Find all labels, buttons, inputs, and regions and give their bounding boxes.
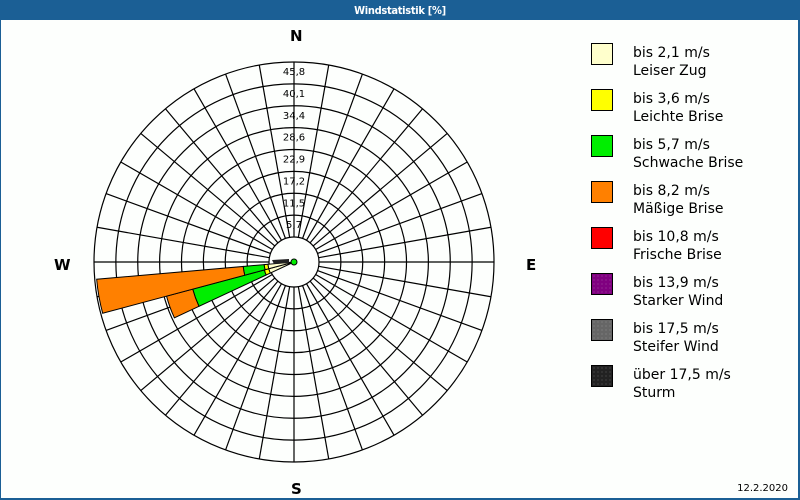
grid-spoke <box>120 273 273 363</box>
legend-swatch-icon <box>591 319 613 341</box>
legend-swatch-icon <box>591 365 613 387</box>
legend-label: Steifer Wind <box>633 339 719 355</box>
legend-label: Mäßige Brise <box>633 201 724 217</box>
grid-spoke <box>140 132 276 247</box>
ring-label: 34,4 <box>283 111 305 122</box>
compass-north-label: N <box>290 27 303 45</box>
legend-item-leiser-zug: bis 2,1 m/s Leiser Zug <box>591 43 791 83</box>
legend-swatch-icon <box>591 181 613 203</box>
grid-spoke <box>305 88 395 241</box>
grid-spoke <box>258 286 291 460</box>
legend-item-leichte-brise: bis 3,6 m/s Leichte Brise <box>591 89 791 129</box>
grid-spoke <box>164 108 279 244</box>
legend-label: Sturm <box>633 385 676 401</box>
grid-spoke <box>140 277 276 392</box>
grid-spoke <box>297 286 330 460</box>
compass-west-label: W <box>54 256 71 274</box>
legend-label: Frische Brise <box>633 247 722 263</box>
grid-spoke <box>309 108 424 244</box>
legend-item-frische-brise: bis 10,8 m/s Frische Brise <box>591 227 791 267</box>
ring-label: 5,7 <box>286 220 302 231</box>
grid-spoke <box>317 193 483 255</box>
legend-label: Leichte Brise <box>633 109 724 125</box>
wind-rose-chart: 5,7 11,5 17,2 22,9 28,6 34,4 40,1 45,8 <box>93 61 495 463</box>
legend-range: bis 2,1 m/s <box>633 45 710 61</box>
grid-spoke <box>317 269 483 331</box>
grid-spoke <box>258 64 291 238</box>
ring-label: 17,2 <box>283 176 305 187</box>
grid-spoke <box>301 285 363 451</box>
grid-spoke <box>315 161 468 251</box>
window-title: Windstatistik [%] <box>354 4 446 17</box>
legend-range: bis 3,6 m/s <box>633 91 710 107</box>
legend-range: bis 5,7 m/s <box>633 137 710 153</box>
legend-label: Leiser Zug <box>633 63 707 79</box>
grid-spoke <box>305 283 395 436</box>
grid-spoke <box>193 283 283 436</box>
center-marker-icon <box>290 258 298 266</box>
grid-spoke <box>312 132 448 247</box>
legend-item-starker-wind: bis 13,9 m/s Starker Wind <box>591 273 791 313</box>
ring-label: 22,9 <box>283 155 305 166</box>
legend-item-sturm: über 17,5 m/s Sturm <box>591 365 791 405</box>
grid-spoke <box>105 193 271 255</box>
legend-item-schwache-brise: bis 5,7 m/s Schwache Brise <box>591 135 791 175</box>
legend-label: Schwache Brise <box>633 155 744 171</box>
grid-spoke <box>120 161 273 251</box>
grid-spoke <box>193 88 283 241</box>
date-label: 12.2.2020 <box>737 483 788 494</box>
legend-range: bis 17,5 m/s <box>633 321 719 337</box>
grid-spoke <box>318 265 492 298</box>
ring-label: 40,1 <box>283 89 305 100</box>
grid-spoke <box>297 64 330 238</box>
legend-item-steifer-wind: bis 17,5 m/s Steifer Wind <box>591 319 791 359</box>
compass-south-label: S <box>291 480 302 498</box>
grid-spoke <box>309 280 424 416</box>
legend-range: bis 8,2 m/s <box>633 183 710 199</box>
petal-segment <box>96 265 246 314</box>
grid-spoke <box>96 226 270 259</box>
legend-swatch-icon <box>591 135 613 157</box>
legend-swatch-icon <box>591 43 613 65</box>
legend-item-maessige-brise: bis 8,2 m/s Mäßige Brise <box>591 181 791 221</box>
legend-label: Starker Wind <box>633 293 724 309</box>
grid-spoke <box>318 226 492 259</box>
grid-spoke <box>225 285 287 451</box>
grid-spoke <box>225 73 287 239</box>
legend-range: über 17,5 m/s <box>633 367 731 383</box>
legend-swatch-icon <box>591 89 613 111</box>
legend-range: bis 13,9 m/s <box>633 275 719 291</box>
ring-label: 28,6 <box>283 133 305 144</box>
calm-tip <box>272 259 289 264</box>
grid-spoke <box>312 277 448 392</box>
legend-swatch-icon <box>591 273 613 295</box>
compass-east-label: E <box>526 256 537 274</box>
grid-spoke <box>315 273 468 363</box>
grid-spoke <box>164 280 279 416</box>
legend-swatch-icon <box>591 227 613 249</box>
ring-label: 45,8 <box>283 67 305 78</box>
ring-label: 11,5 <box>283 198 305 209</box>
chart-panel: 5,7 11,5 17,2 22,9 28,6 34,4 40,1 45,8 N E S W … <box>1 20 798 498</box>
legend-range: bis 10,8 m/s <box>633 229 719 245</box>
grid-spoke <box>301 73 363 239</box>
